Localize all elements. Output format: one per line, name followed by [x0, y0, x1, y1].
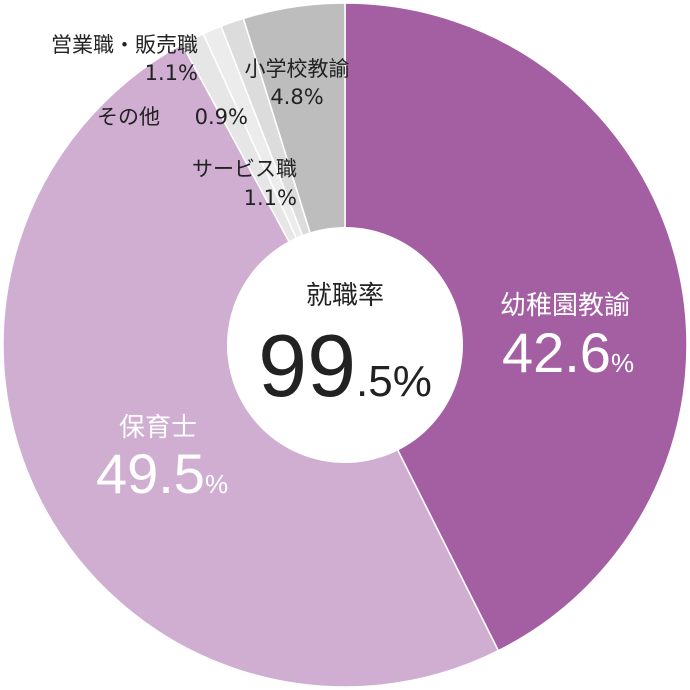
center-title: 就職率: [306, 281, 384, 311]
center-value-sub: .5%: [356, 357, 432, 406]
label-service: サービス職: [192, 157, 297, 181]
value-other: 0.9%: [195, 105, 248, 129]
label-elementary-teacher: 小学校教諭: [245, 57, 350, 81]
label-kindergarten-teacher: 幼稚園教諭: [500, 291, 630, 321]
value-elementary-teacher: 4.8%: [270, 85, 323, 109]
value-kindergarten-teacher: 42.6%: [502, 321, 634, 384]
center-value: 99.5%: [258, 316, 432, 415]
center-hole: [227, 227, 463, 463]
value-kindergarten-teacher-unit: %: [611, 348, 634, 378]
slice-kindergarten-teacher: [344, 2, 688, 652]
value-kindergarten-teacher-main: 42.6: [502, 321, 611, 384]
value-sales: 1.1%: [145, 61, 198, 85]
center-value-main: 99: [258, 316, 356, 415]
label-nursery-teacher: 保育士: [119, 413, 197, 443]
value-nursery-teacher-unit: %: [205, 469, 228, 499]
value-nursery-teacher-main: 49.5: [96, 442, 205, 505]
label-other: その他: [97, 105, 160, 129]
label-sales: 営業職・販売職: [51, 33, 198, 57]
value-service: 1.1%: [244, 186, 297, 210]
value-nursery-teacher: 49.5%: [96, 442, 228, 505]
